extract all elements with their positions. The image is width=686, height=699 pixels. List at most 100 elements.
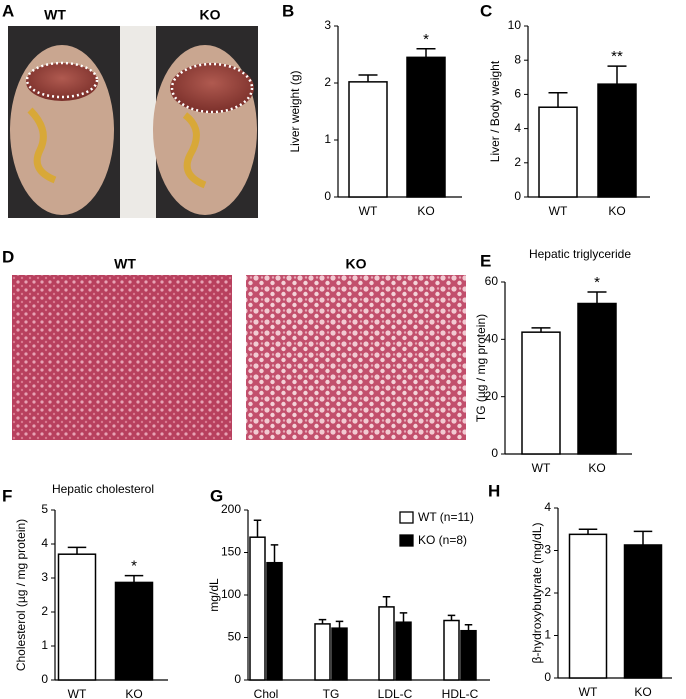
error-bar	[531, 327, 551, 333]
x-tick-label: KO	[417, 204, 434, 218]
y-tick-label: 4	[41, 536, 48, 550]
y-tick-label: 60	[485, 274, 499, 288]
y-tick-label: 1	[41, 638, 48, 652]
error-bar	[124, 574, 144, 583]
y-tick-label: 100	[221, 587, 241, 601]
error-bar	[587, 291, 607, 304]
y-tick-label: 0	[41, 672, 48, 686]
y-tick-label: 200	[221, 502, 241, 516]
bar	[378, 606, 395, 681]
error-bar	[318, 618, 327, 624]
y-tick-label: 10	[508, 18, 522, 32]
chart-title: Hepatic cholesterol	[52, 482, 154, 496]
x-tick-label: KO	[634, 685, 651, 699]
x-tick-label: KO	[125, 687, 142, 699]
x-tick-label: WT	[68, 687, 87, 699]
bar	[460, 629, 477, 681]
bar	[406, 56, 446, 198]
error-bar	[416, 48, 436, 58]
histology-ko	[246, 275, 466, 440]
y-tick-label: 50	[228, 630, 242, 644]
bar	[266, 561, 283, 681]
x-tick-label: LDL-C	[378, 687, 413, 699]
error-bar	[382, 595, 391, 607]
y-tick-label: 1	[324, 132, 331, 146]
x-tick-label: WT	[549, 204, 568, 218]
legend-swatch	[399, 511, 414, 524]
panel-label: B	[282, 1, 294, 20]
y-tick-label: 20	[485, 389, 499, 403]
panel-label: E	[480, 251, 491, 270]
x-tick-label: KO	[608, 204, 625, 218]
panel-label: G	[210, 486, 223, 505]
y-tick-label: 150	[221, 545, 241, 559]
error-bar	[399, 612, 408, 623]
error-bar	[270, 544, 279, 563]
y-axis-label: TG (µg / mg protein)	[474, 314, 488, 422]
y-tick-label: 0	[514, 189, 521, 203]
y-tick-label: 2	[514, 155, 521, 169]
significance: *	[131, 558, 137, 575]
bar	[314, 623, 331, 681]
y-axis-label: Liver / Body weight	[488, 60, 502, 162]
y-tick-label: 3	[544, 543, 551, 557]
y-tick-label: 0	[544, 670, 551, 684]
y-tick-label: 0	[491, 446, 498, 460]
y-axis-label: Cholesterol (µg / mg protein)	[14, 519, 28, 671]
y-tick-label: 4	[514, 121, 521, 135]
bar	[521, 331, 561, 455]
error-bar	[548, 91, 568, 108]
x-tick-label: WT	[579, 685, 598, 699]
bar	[348, 81, 388, 198]
y-tick-label: 4	[544, 500, 551, 514]
photo-label: WT	[114, 256, 136, 272]
bar	[597, 83, 637, 198]
x-tick-label: TG	[323, 687, 340, 699]
histology-wt	[12, 275, 232, 440]
error-bar	[335, 620, 344, 629]
bar	[331, 627, 348, 681]
significance: *	[423, 31, 429, 48]
chart-title: Hepatic triglyceride	[529, 247, 631, 261]
y-tick-label: 0	[324, 189, 331, 203]
panel-label: D	[2, 247, 14, 266]
y-tick-label: 6	[514, 87, 521, 101]
bar	[443, 619, 460, 681]
y-tick-label: 2	[544, 585, 551, 599]
y-tick-label: 3	[324, 18, 331, 32]
legend-label: KO (n=8)	[418, 533, 467, 547]
panel-label: H	[488, 481, 500, 500]
bar	[57, 553, 97, 681]
panel-label: F	[2, 486, 12, 505]
photo-label: KO	[346, 256, 367, 272]
photo-label: WT	[44, 7, 66, 23]
y-tick-label: 3	[41, 570, 48, 584]
error-bar	[358, 74, 378, 82]
y-axis-label: mg/dL	[207, 578, 221, 612]
photo-label: KO	[200, 7, 221, 23]
bar	[568, 533, 608, 679]
error-bar	[578, 528, 598, 535]
panel-label: C	[480, 1, 492, 20]
bar	[249, 536, 266, 681]
photo-a	[8, 26, 258, 218]
bar	[538, 106, 578, 198]
bar	[395, 621, 412, 681]
bar	[623, 544, 663, 679]
x-tick-label: HDL-C	[442, 687, 479, 699]
bar	[577, 302, 617, 455]
y-tick-label: 40	[485, 332, 499, 346]
y-tick-label: 8	[514, 52, 521, 66]
y-axis-label: β-hydroxybutyrate (mg/dL)	[530, 523, 544, 664]
y-tick-label: 2	[324, 75, 331, 89]
y-tick-label: 5	[41, 502, 48, 516]
error-bar	[67, 546, 87, 555]
significance: *	[594, 274, 600, 291]
error-bar	[464, 624, 473, 631]
x-tick-label: Chol	[254, 687, 279, 699]
y-tick-label: 1	[544, 628, 551, 642]
y-tick-label: 2	[41, 604, 48, 618]
bar	[114, 581, 154, 681]
error-bar	[607, 65, 627, 85]
